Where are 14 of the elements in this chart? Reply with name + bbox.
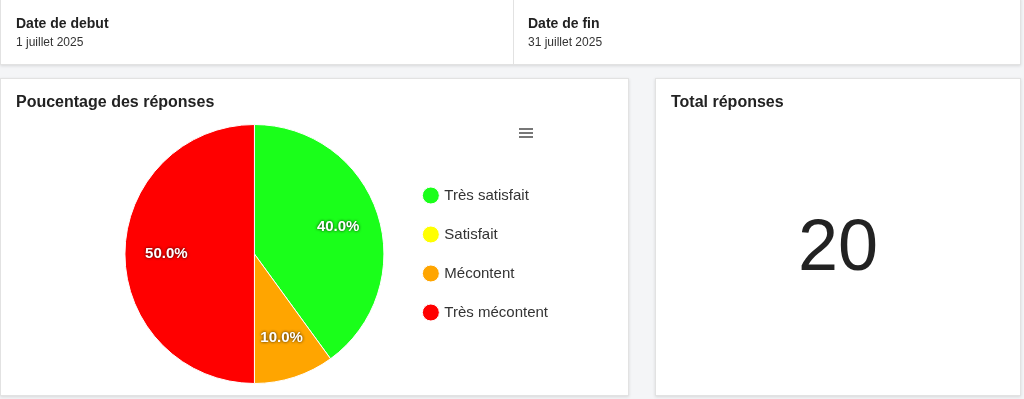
data-label: 50.0% xyxy=(145,244,188,262)
legend-label: Satisfait xyxy=(444,224,499,242)
legend-label: Très mécontent xyxy=(444,302,549,320)
data-label: 10.0% xyxy=(260,327,303,345)
text: Date de fin xyxy=(528,15,600,31)
text: Date de debut xyxy=(16,15,109,31)
text: 20 xyxy=(796,204,880,286)
legend-label: Mécontent xyxy=(444,263,516,281)
chart-title: Poucentage des réponses xyxy=(16,93,215,111)
text: Total réponses xyxy=(671,93,784,111)
text: 1 juillet 2025 xyxy=(16,35,84,49)
data-label: 40.0% xyxy=(316,216,360,234)
legend-label: Très satisfait xyxy=(444,185,530,203)
text: 31 juillet 2025 xyxy=(528,35,603,49)
